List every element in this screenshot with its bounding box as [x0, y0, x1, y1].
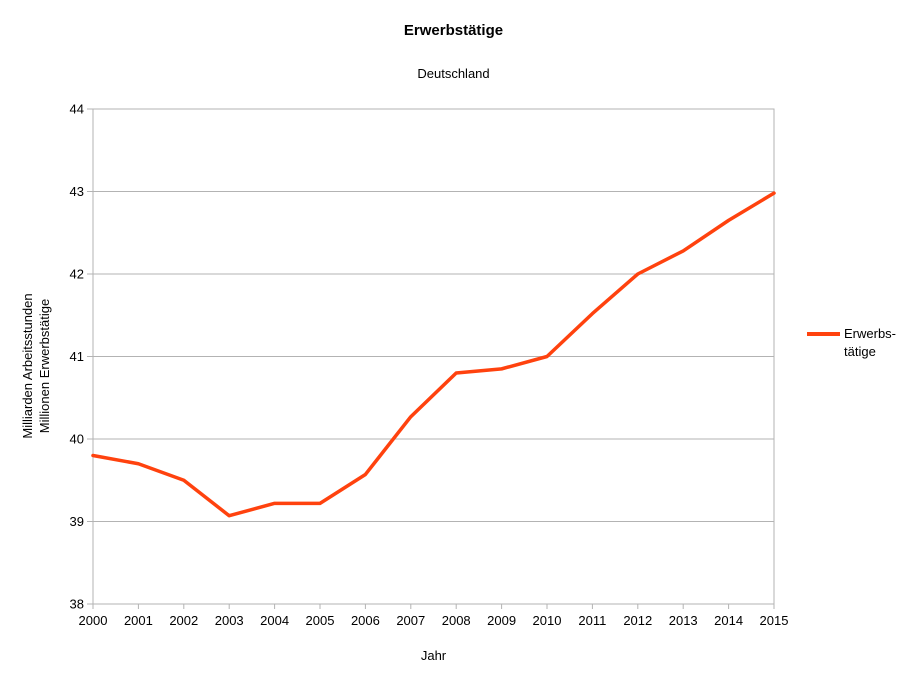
y-axis: 38 39 40 41 42 43 44 — [70, 102, 774, 612]
x-tick-label: 2011 — [578, 613, 606, 628]
x-tick-label: 2013 — [669, 613, 698, 628]
series-line-erwerbstaetige — [91, 191, 776, 518]
x-tick-label: 2014 — [714, 613, 743, 628]
y-tick-label: 43 — [70, 184, 84, 199]
x-tick-label: 2000 — [79, 613, 108, 628]
legend: Erwerbs- tätige — [807, 325, 896, 361]
x-tick-label: 2009 — [487, 613, 516, 628]
x-tick-label: 2001 — [124, 613, 153, 628]
x-tick-label: 2002 — [169, 613, 198, 628]
y-tick-label: 39 — [70, 514, 84, 529]
x-tick-label: 2003 — [215, 613, 244, 628]
x-axis: 2000 2001 2002 2003 2004 2005 2006 2007 2008 2009… — [79, 604, 789, 628]
y-axis-title-line-2: Millionen Erwerbstätige — [37, 298, 52, 434]
x-tick-label: 2006 — [351, 613, 380, 628]
legend-label-line-2: tätige — [844, 344, 876, 360]
legend-label: Erwerbs- tätige — [844, 325, 896, 361]
y-tick-label: 42 — [70, 267, 84, 282]
x-tick-label: 2004 — [260, 613, 289, 628]
x-tick-label: 2015 — [760, 613, 789, 628]
y-tick-label: 40 — [70, 432, 84, 447]
x-tick-label: 2005 — [306, 613, 335, 628]
chart-title: Erwerbstätige — [403, 22, 504, 39]
plot-border — [92, 108, 775, 605]
y-tick-label: 38 — [70, 597, 84, 612]
y-axis-title: Milliarden Arbeitsstunden Millionen Erwe… — [20, 293, 54, 438]
chart-subtitle: Deutschland — [417, 66, 490, 81]
y-axis-title-line-1: Milliarden Arbeitsstunden — [20, 293, 36, 439]
x-axis-title: Jahr — [420, 648, 447, 663]
x-tick-label: 2008 — [442, 613, 471, 628]
x-tick-label: 2010 — [533, 613, 562, 628]
y-tick-label: 44 — [70, 102, 84, 117]
legend-line-swatch — [807, 332, 840, 336]
y-tick-label: 41 — [70, 349, 84, 364]
x-tick-label: 2012 — [623, 613, 652, 628]
legend-label-line-1: Erwerbs- — [844, 326, 897, 341]
x-tick-label: 2007 — [396, 613, 425, 628]
